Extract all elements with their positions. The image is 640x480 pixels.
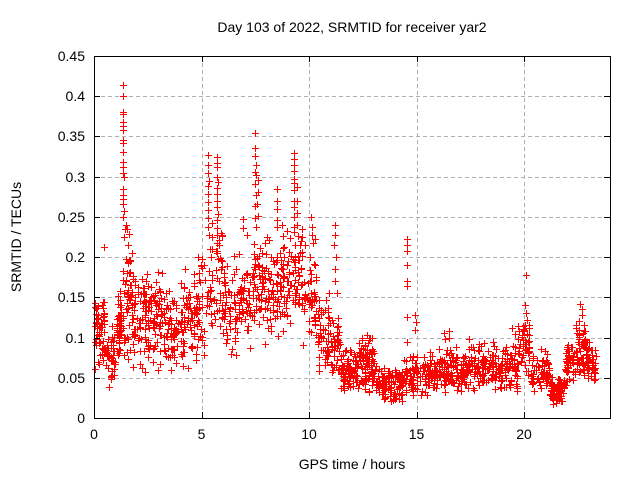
x-tick-label: 10 <box>301 426 317 442</box>
chart-title: Day 103 of 2022, SRMTID for receiver yar… <box>217 19 487 35</box>
scatter-points <box>92 82 600 408</box>
y-tick-label: 0.15 <box>57 289 85 306</box>
x-tick-label: 0 <box>90 426 98 442</box>
plot-border <box>94 56 611 419</box>
y-tick-label: 0.05 <box>57 369 85 386</box>
y-tick-label: 0.45 <box>57 48 85 64</box>
y-tick-label: 0.35 <box>57 128 85 145</box>
y-tick-label: 0.25 <box>57 208 85 225</box>
x-tick-label: 5 <box>197 426 206 442</box>
x-tick-label: 20 <box>516 426 532 442</box>
y-tick-label: 0 <box>77 410 85 426</box>
x-tick-label: 15 <box>408 426 425 442</box>
y-tick-label: 0.3 <box>65 168 85 185</box>
x-axis-label: GPS time / hours <box>298 456 406 472</box>
y-tick-label: 0.2 <box>65 249 85 266</box>
y-tick-label: 0.1 <box>65 329 85 346</box>
y-tick-label: 0.4 <box>65 88 85 105</box>
